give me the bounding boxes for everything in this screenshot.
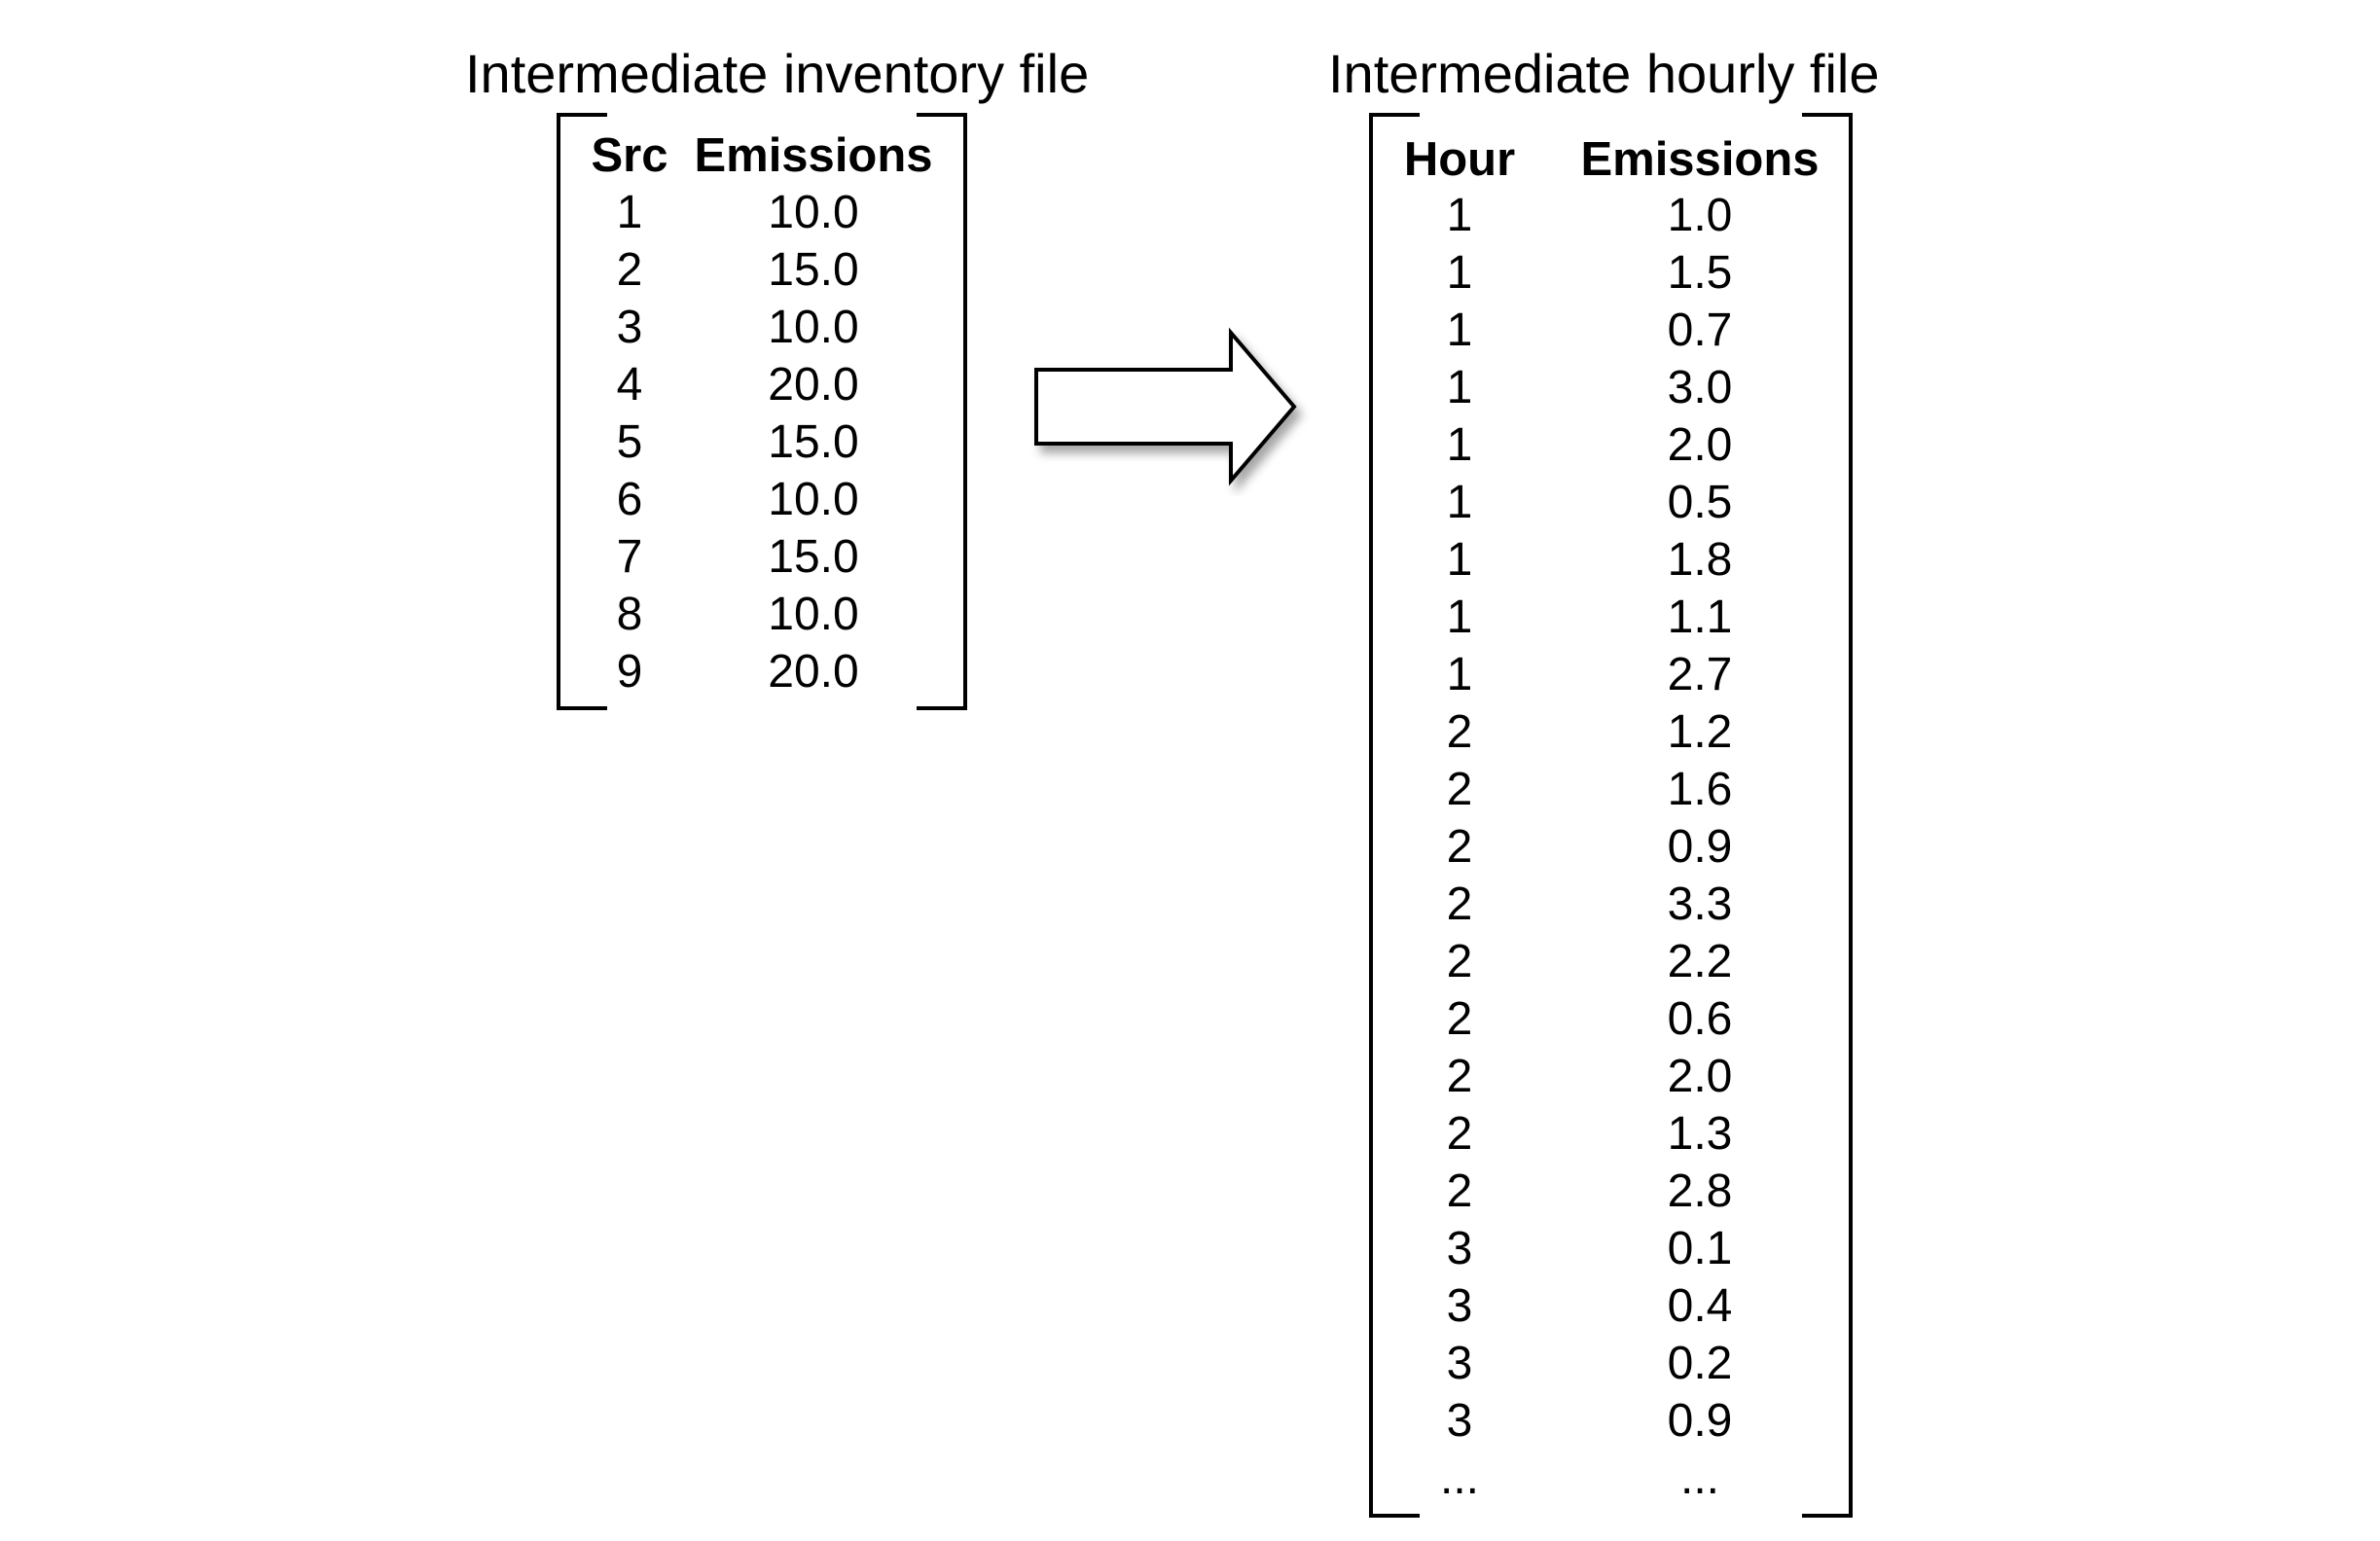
- inventory-table-cell: 20.0: [768, 646, 859, 698]
- hourly-table-cell: 2.0: [1667, 1051, 1733, 1102]
- inventory-file-title: Intermediate inventory file: [465, 43, 1090, 104]
- hourly-table-cell: 1: [1446, 477, 1473, 528]
- hourly-table-cell: 3.3: [1667, 878, 1733, 930]
- hourly-table-cell: 3: [1446, 1280, 1473, 1332]
- hourly-table-cell: ...: [1679, 1452, 1720, 1504]
- hourly-table-cell: 1: [1446, 419, 1473, 471]
- hourly-table-cell: 3: [1446, 1223, 1473, 1274]
- hourly-table-cell: 2.7: [1667, 649, 1733, 700]
- hourly-table-cell: 3: [1446, 1395, 1473, 1447]
- hourly-table-cell: 1: [1446, 305, 1473, 356]
- hourly-table-cell: 1: [1446, 247, 1473, 299]
- hourly-table-cell: 0.7: [1667, 305, 1733, 356]
- inventory-table-cell: 6: [616, 474, 643, 525]
- hourly-table-cell: 0.1: [1667, 1223, 1733, 1274]
- hourly-table-cell: 3.0: [1667, 362, 1733, 413]
- inventory-table-cell: 9: [616, 646, 643, 698]
- hourly-column-header: Hour: [1403, 133, 1516, 186]
- hourly-table-cell: 2.8: [1667, 1165, 1733, 1217]
- inventory-table-cell: 10.0: [768, 302, 859, 353]
- hourly-table-cell: 0.9: [1667, 1395, 1733, 1447]
- hourly-table-cell: 2: [1446, 936, 1473, 987]
- inventory-table-cell: 3: [616, 302, 643, 353]
- hourly-table-cell: 1.3: [1667, 1108, 1733, 1160]
- hourly-table-cell: 0.6: [1667, 993, 1733, 1045]
- hourly-table-cell: 3: [1446, 1338, 1473, 1389]
- hourly-table-cell: 2: [1446, 821, 1473, 873]
- right-arrow-icon: [1034, 327, 1297, 486]
- inventory-table-cell: 2: [616, 244, 643, 296]
- inventory-table-cell: 15.0: [768, 244, 859, 296]
- hourly-bracket-left: [1369, 113, 1420, 1518]
- hourly-table-cell: 2.2: [1667, 936, 1733, 987]
- hourly-bracket-right: [1802, 113, 1853, 1518]
- hourly-table-cell: ...: [1439, 1452, 1480, 1504]
- inventory-table-cell: 20.0: [768, 359, 859, 411]
- hourly-table-cell: 1.0: [1667, 190, 1733, 241]
- hourly-table-cell: 1: [1446, 649, 1473, 700]
- inventory-table-cell: 10.0: [768, 589, 859, 640]
- inventory-table-cell: 1: [616, 187, 643, 238]
- hourly-table-cell: 1.8: [1667, 534, 1733, 586]
- hourly-table-cell: 0.9: [1667, 821, 1733, 873]
- inventory-table-cell: 15.0: [768, 416, 859, 468]
- hourly-table-cell: 2: [1446, 878, 1473, 930]
- hourly-table-cell: 2: [1446, 764, 1473, 815]
- hourly-table-cell: 0.5: [1667, 477, 1733, 528]
- hourly-table-cell: 1.2: [1667, 706, 1733, 758]
- hourly-table-cell: 1: [1446, 591, 1473, 643]
- hourly-table-cell: 1.6: [1667, 764, 1733, 815]
- inventory-table-cell: 10.0: [768, 187, 859, 238]
- hourly-table-cell: 2: [1446, 1051, 1473, 1102]
- inventory-column-header: Src: [591, 129, 668, 182]
- hourly-table-cell: 1.5: [1667, 247, 1733, 299]
- hourly-table-cell: 1: [1446, 190, 1473, 241]
- hourly-table-cell: 2: [1446, 993, 1473, 1045]
- inventory-bracket-right: [917, 113, 967, 710]
- hourly-table-cell: 0.4: [1667, 1280, 1733, 1332]
- hourly-table-cell: 0.2: [1667, 1338, 1733, 1389]
- inventory-table-cell: 15.0: [768, 531, 859, 583]
- hourly-table-cell: 1: [1446, 534, 1473, 586]
- hourly-table-cell: 2: [1446, 1108, 1473, 1160]
- hourly-table-cell: 1.1: [1667, 591, 1733, 643]
- inventory-table-cell: 10.0: [768, 474, 859, 525]
- inventory-bracket-left: [557, 113, 607, 710]
- hourly-file-title: Intermediate hourly file: [1328, 43, 1880, 104]
- inventory-table-cell: 5: [616, 416, 643, 468]
- hourly-table-cell: 1: [1446, 362, 1473, 413]
- hourly-column-header: Emissions: [1580, 133, 1820, 186]
- inventory-table-cell: 4: [616, 359, 643, 411]
- hourly-table-cell: 2: [1446, 1165, 1473, 1217]
- hourly-table-cell: 2: [1446, 706, 1473, 758]
- inventory-table-cell: 7: [616, 531, 643, 583]
- inventory-table-cell: 8: [616, 589, 643, 640]
- inventory-column-header: Emissions: [694, 129, 933, 182]
- hourly-table-cell: 2.0: [1667, 419, 1733, 471]
